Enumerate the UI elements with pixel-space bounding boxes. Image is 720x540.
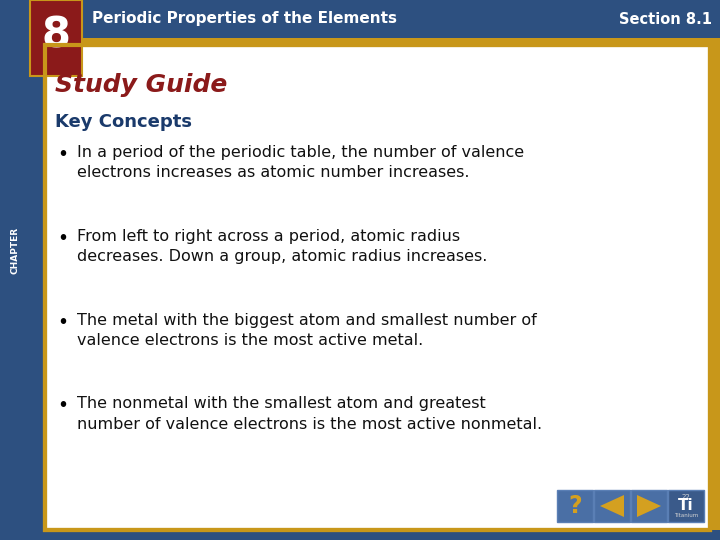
Bar	[594, 490, 630, 522]
Bar	[712, 0, 720, 540]
Bar	[45, 45, 710, 530]
Text: ?: ?	[568, 494, 582, 518]
Bar	[0, 0, 720, 38]
Text: 22: 22	[682, 494, 690, 500]
Text: Section 8.1: Section 8.1	[619, 11, 712, 26]
Text: From left to right across a period, atomic radius
decreases. Down a group, atomi: From left to right across a period, atom…	[77, 229, 487, 264]
Bar	[30, 0, 82, 76]
Text: The nonmetal with the smallest atom and greatest
number of valence electrons is : The nonmetal with the smallest atom and …	[77, 396, 542, 431]
Text: •: •	[58, 396, 68, 415]
Text: •: •	[58, 229, 68, 248]
Text: •: •	[58, 145, 68, 164]
Text: Ti: Ti	[678, 498, 694, 514]
Text: Key Concepts: Key Concepts	[55, 113, 192, 131]
Text: 8: 8	[42, 15, 71, 57]
Text: Periodic Properties of the Elements: Periodic Properties of the Elements	[92, 11, 397, 26]
Polygon shape	[600, 495, 624, 517]
Text: The metal with the biggest atom and smallest number of
valence electrons is the : The metal with the biggest atom and smal…	[77, 313, 536, 348]
Text: In a period of the periodic table, the number of valence
electrons increases as : In a period of the periodic table, the n…	[77, 145, 524, 180]
Polygon shape	[637, 495, 661, 517]
Bar	[631, 490, 667, 522]
Bar	[30, 38, 720, 43]
Text: •: •	[58, 313, 68, 332]
Text: CHAPTER: CHAPTER	[11, 226, 19, 274]
Bar	[45, 45, 710, 530]
Bar	[668, 490, 704, 522]
Text: Titanium: Titanium	[674, 513, 698, 518]
Text: Study Guide: Study Guide	[55, 73, 228, 97]
Bar	[557, 490, 593, 522]
Bar	[0, 530, 720, 540]
